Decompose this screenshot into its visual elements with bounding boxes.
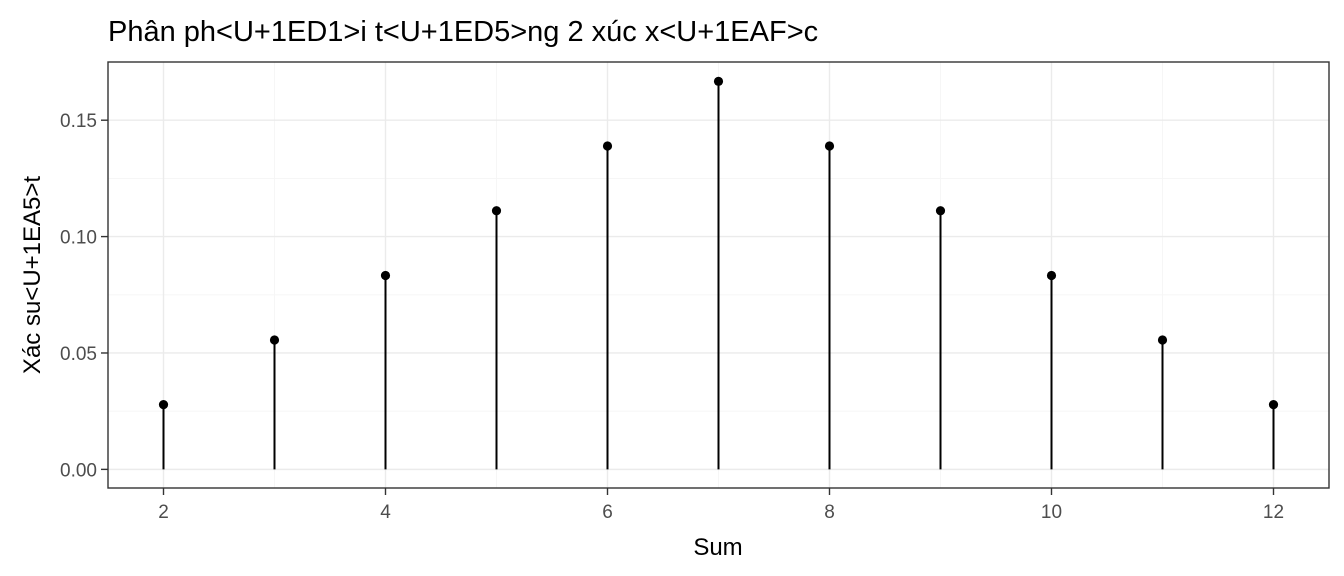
data-point-6 bbox=[602, 141, 613, 151]
y-axis-title: Xác su<U+1EA5>t bbox=[19, 176, 46, 374]
y-tick-label: 0.05 bbox=[60, 344, 97, 365]
x-tick-label: 12 bbox=[1263, 502, 1284, 523]
y-tick-label: 0.10 bbox=[60, 228, 97, 249]
data-point-9 bbox=[935, 206, 946, 216]
x-tick-label: 2 bbox=[158, 502, 169, 523]
x-tick-label: 4 bbox=[380, 502, 391, 523]
data-point-8 bbox=[824, 141, 835, 151]
x-tick-label: 10 bbox=[1041, 502, 1062, 523]
y-tick-label: 0.15 bbox=[60, 111, 97, 132]
y-tick-label: 0.00 bbox=[60, 460, 97, 481]
chart-title: Phân ph<U+1ED1>i t<U+1ED5>ng 2 xúc x<U+1… bbox=[108, 16, 818, 48]
data-point-2 bbox=[158, 400, 169, 410]
data-point-10 bbox=[1046, 270, 1057, 281]
data-point-7 bbox=[713, 76, 724, 86]
data-point-3 bbox=[269, 335, 280, 345]
data-point-4 bbox=[380, 270, 391, 281]
data-point-11 bbox=[1157, 335, 1168, 345]
data-point-12 bbox=[1268, 400, 1279, 410]
x-axis-title: Sum bbox=[693, 534, 742, 561]
x-tick-label: 6 bbox=[602, 502, 613, 523]
y-axis: 0.00 0.05 0.10 0.15 bbox=[60, 111, 108, 481]
stems bbox=[162, 81, 1275, 470]
points bbox=[158, 76, 1279, 410]
x-tick-label: 8 bbox=[824, 502, 835, 523]
data-point-5 bbox=[491, 206, 502, 216]
x-axis: 2 4 6 8 10 12 bbox=[158, 488, 1284, 523]
panel-border bbox=[107, 61, 1330, 489]
